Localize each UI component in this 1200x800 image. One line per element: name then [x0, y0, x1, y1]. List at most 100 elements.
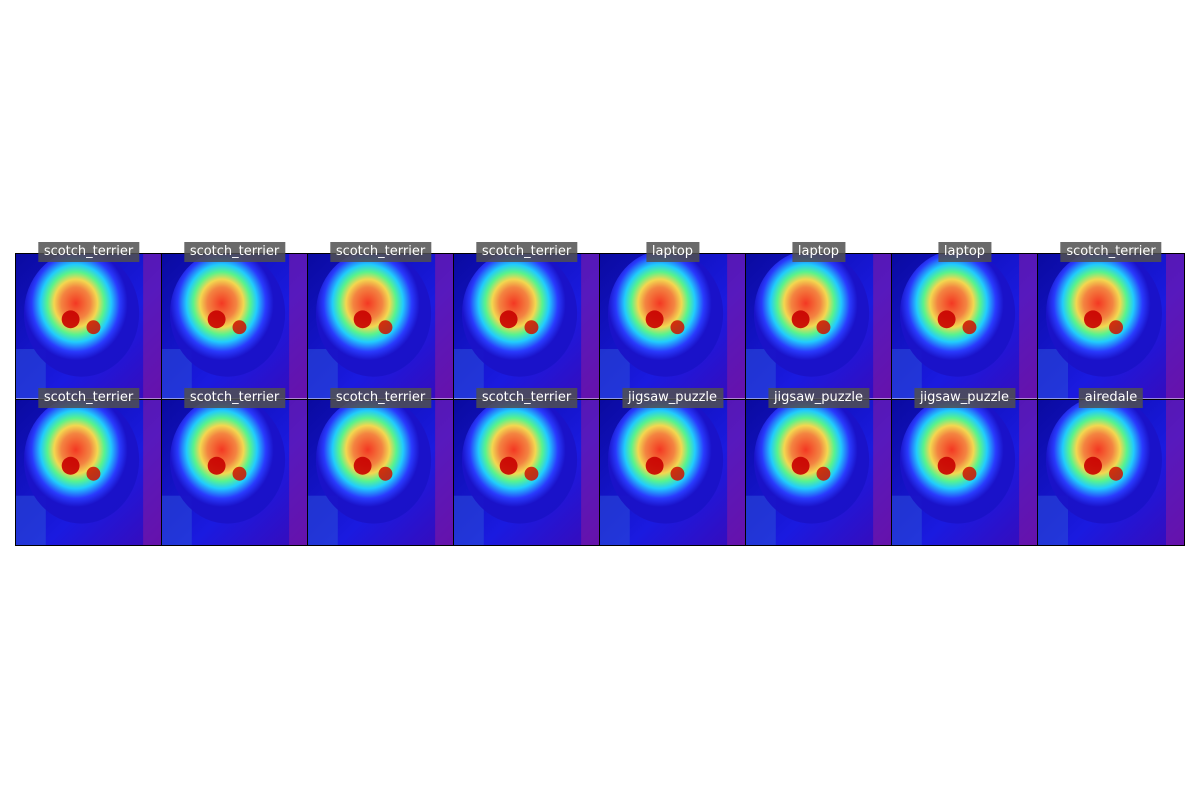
- heat-blob: [753, 399, 870, 524]
- heatmap-image: [454, 254, 599, 399]
- heatmap-panel: scotch_terrier: [1038, 242, 1184, 400]
- heat-core: [645, 310, 664, 329]
- panel-label: scotch_terrier: [329, 242, 432, 262]
- heat-core: [937, 456, 956, 475]
- heatmap-image: [892, 399, 1037, 545]
- heatmap-panel: jigsaw_puzzle: [600, 387, 746, 545]
- panel-label: jigsaw_puzzle: [913, 387, 1016, 408]
- heat-core: [791, 456, 810, 475]
- heat-core: [791, 310, 810, 329]
- heatmap-image: [162, 254, 307, 399]
- heatmap-image: [454, 399, 599, 545]
- heat-blob: [461, 254, 578, 377]
- heatmap-panel: scotch_terrier: [16, 242, 162, 400]
- heat-core: [232, 466, 247, 481]
- panel-stripe: [289, 254, 307, 399]
- heat-blob: [461, 399, 578, 524]
- heat-blob: [753, 254, 870, 377]
- heat-blob: [1046, 254, 1162, 377]
- heat-blob: [315, 399, 432, 524]
- panel-label: scotch_terrier: [183, 387, 286, 408]
- heat-core: [645, 456, 664, 475]
- heat-core: [232, 320, 247, 335]
- heatmap-panel: scotch_terrier: [308, 387, 454, 545]
- panel-stripe: [727, 399, 745, 545]
- panel-label: scotch_terrier: [475, 387, 578, 408]
- heatmap-panel: scotch_terrier: [16, 387, 162, 545]
- heatmap-image: [600, 399, 745, 545]
- panel-label: laptop: [937, 242, 992, 262]
- heatmap-image: [892, 254, 1037, 399]
- panel-label: scotch_terrier: [475, 242, 578, 262]
- heat-core: [1084, 310, 1102, 329]
- heat-core: [1109, 466, 1123, 481]
- heat-core: [86, 320, 101, 335]
- heatmap-panel: laptop: [600, 242, 746, 400]
- heatmap-image: [16, 399, 161, 545]
- panel-label: airedale: [1078, 387, 1144, 408]
- panel-stripe: [873, 399, 891, 545]
- heat-blob: [899, 399, 1016, 524]
- heat-core: [524, 466, 539, 481]
- heatmap-image: [746, 399, 891, 545]
- heat-core: [378, 466, 393, 481]
- heatmap-panel: scotch_terrier: [454, 387, 600, 545]
- heatmap-image: [600, 254, 745, 399]
- heatmap-panel: jigsaw_puzzle: [892, 387, 1038, 545]
- heatmap-image: [308, 254, 453, 399]
- heatmap-image: [16, 254, 161, 399]
- panel-stripe: [435, 399, 453, 545]
- heatmap-panel: scotch_terrier: [308, 242, 454, 400]
- heat-blob: [23, 399, 140, 524]
- panel-stripe: [1166, 399, 1184, 545]
- heat-core: [962, 466, 977, 481]
- heatmap-panel: jigsaw_puzzle: [746, 387, 892, 545]
- heat-blob: [169, 254, 286, 377]
- heat-core: [499, 456, 518, 475]
- panel-label: scotch_terrier: [1060, 242, 1162, 262]
- heatmap-image: [746, 254, 891, 399]
- heat-core: [378, 320, 393, 335]
- heat-core: [86, 466, 101, 481]
- heat-blob: [899, 254, 1016, 377]
- heat-core: [1109, 320, 1123, 335]
- heatmap-grid: scotch_terrier scotch_terrier: [15, 242, 1185, 546]
- panel-stripe: [1019, 399, 1037, 545]
- panel-label: scotch_terrier: [183, 242, 286, 262]
- panel-stripe: [1019, 254, 1037, 399]
- heat-core: [61, 456, 80, 475]
- panel-label: scotch_terrier: [37, 387, 140, 408]
- heat-core: [353, 310, 372, 329]
- panel-stripe: [289, 399, 307, 545]
- heat-core: [61, 310, 80, 329]
- heatmap-image: [1038, 254, 1184, 399]
- heat-core: [670, 466, 685, 481]
- heat-core: [816, 320, 831, 335]
- panel-label: laptop: [645, 242, 700, 262]
- heatmap-panel: scotch_terrier: [162, 242, 308, 400]
- heat-blob: [315, 254, 432, 377]
- heatmap-image: [162, 399, 307, 545]
- heat-core: [937, 310, 956, 329]
- panel-stripe: [143, 254, 161, 399]
- panel-label: scotch_terrier: [37, 242, 140, 262]
- heat-core: [670, 320, 685, 335]
- heatmap-panel: scotch_terrier: [162, 387, 308, 545]
- heat-core: [207, 456, 226, 475]
- panel-stripe: [581, 399, 599, 545]
- heat-blob: [607, 254, 724, 377]
- heatmap-panel: laptop: [892, 242, 1038, 400]
- heat-blob: [23, 254, 140, 377]
- panel-stripe: [1166, 254, 1184, 399]
- heat-blob: [169, 399, 286, 524]
- panel-stripe: [143, 399, 161, 545]
- heat-core: [207, 310, 226, 329]
- panel-stripe: [873, 254, 891, 399]
- heatmap-panel: airedale: [1038, 387, 1184, 545]
- panel-label: jigsaw_puzzle: [621, 387, 724, 408]
- panel-stripe: [727, 254, 745, 399]
- heatmap-panel: scotch_terrier: [454, 242, 600, 400]
- heatmap-image: [308, 399, 453, 545]
- panel-label: laptop: [791, 242, 846, 262]
- panel-stripe: [581, 254, 599, 399]
